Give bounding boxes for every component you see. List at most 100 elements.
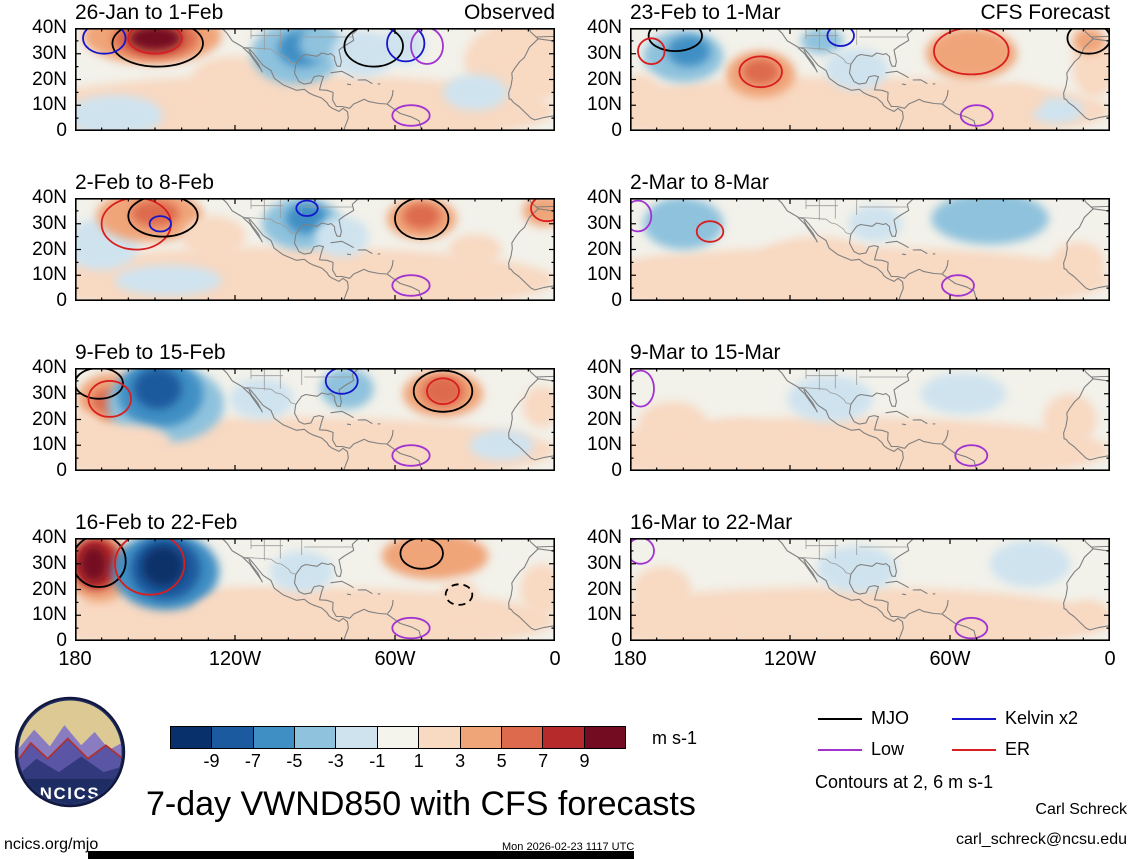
coastline (221, 368, 555, 471)
wave-contours (82, 28, 444, 127)
coastline (776, 368, 1110, 471)
y-tick-label: 30N (32, 42, 67, 64)
colorbar-tick-label: -3 (327, 751, 344, 771)
y-tick-label: 30N (32, 552, 67, 574)
legend-line (818, 748, 862, 751)
coastline (776, 28, 1110, 131)
y-tick-label: 0 (56, 460, 67, 481)
coastline (776, 198, 1110, 301)
colorbar-cell (335, 727, 377, 748)
y-tick-label: 30N (587, 382, 622, 404)
x-tick-label: 180 (613, 648, 647, 670)
panel-title: 2-Feb to 8-Feb (75, 171, 214, 194)
wave-contours (630, 369, 989, 467)
x-tick-label: 0 (549, 648, 561, 670)
colorbar-cell (376, 727, 419, 748)
map-panel (75, 538, 555, 641)
colorbar-tick-label: -7 (244, 751, 261, 771)
colorbar-cell (459, 727, 501, 748)
bottom-bar (88, 851, 634, 859)
site-url: ncics.org/mjo (4, 836, 99, 853)
anomaly-fills (630, 373, 1110, 471)
y-tick-label: 30N (587, 42, 622, 64)
y-tick-label: 40N (587, 527, 622, 548)
wave-contours (630, 538, 989, 640)
colorbar (170, 726, 626, 749)
panel-title: 2-Mar to 8-Mar (630, 171, 769, 194)
y-tick-label: 20N (32, 578, 67, 600)
panel-frame (75, 28, 555, 131)
colorbar-cell (500, 727, 543, 748)
y-tick-label: 10N (32, 434, 67, 456)
y-tick-label: 40N (32, 357, 67, 378)
y-tick-label: 0 (56, 290, 67, 311)
legend-item: ER (952, 739, 1030, 760)
colorbar-cell (252, 727, 295, 748)
legend-label: Low (871, 739, 905, 759)
panel-frame (630, 28, 1110, 131)
legend-item: Kelvin x2 (952, 708, 1078, 729)
x-tick-label: 180 (58, 648, 92, 670)
wave-contours (630, 199, 975, 297)
y-tick-label: 40N (587, 187, 622, 208)
panel-title: 9-Feb to 15-Feb (75, 341, 226, 364)
panel-title: 16-Feb to 22-Feb (75, 511, 238, 534)
contour-note: Contours at 2, 6 m s-1 (815, 772, 994, 792)
timestamp: Mon 2026-02-23 1117 UTC (502, 841, 635, 853)
y-tick-label: 30N (32, 212, 67, 234)
y-tick-label: 0 (56, 630, 67, 651)
panel-frame (75, 538, 555, 641)
panel-frame (630, 538, 1110, 641)
colorbar-cell (583, 727, 625, 748)
y-tick-label: 30N (587, 552, 622, 574)
author-name: Carl Schreck (1035, 801, 1127, 818)
y-tick-label: 0 (611, 120, 622, 141)
colorbar-tick-label: -5 (286, 751, 303, 771)
anomaly-fills (75, 28, 555, 131)
legend-item: MJO (818, 708, 909, 729)
y-tick-label: 10N (587, 434, 622, 456)
y-tick-label: 30N (587, 212, 622, 234)
y-tick-label: 40N (587, 17, 622, 38)
coastline (221, 198, 555, 301)
colorbar-tick-label: 9 (579, 751, 590, 771)
legend-line (952, 717, 996, 720)
legend-label: MJO (871, 708, 909, 728)
panel-title: 16-Mar to 22-Mar (630, 511, 793, 534)
ncics-logo: NCICS (14, 696, 126, 808)
colorbar-cell (211, 727, 253, 748)
y-tick-label: 0 (611, 630, 622, 651)
map-panel (630, 28, 1110, 131)
x-tick-label: 60W (374, 648, 416, 670)
y-tick-label: 20N (587, 408, 622, 430)
map-panel (75, 368, 555, 471)
panel-frame (630, 368, 1110, 471)
panel-frame (75, 198, 555, 301)
map-panel (630, 538, 1110, 641)
legend-item: Low (818, 739, 904, 760)
colorbar-units-label: m s-1 (652, 728, 697, 748)
y-tick-label: 30N (32, 382, 67, 404)
y-tick-label: 40N (32, 17, 67, 38)
y-tick-label: 20N (587, 238, 622, 260)
colorbar-cell (418, 727, 460, 748)
y-tick-label: 10N (587, 604, 622, 626)
panel-frame (75, 368, 555, 471)
colorbar-cell (171, 727, 212, 748)
legend-line (952, 748, 996, 751)
y-tick-label: 20N (587, 578, 622, 600)
anomaly-fills (75, 198, 555, 301)
x-tick-label: 120W (208, 648, 262, 670)
y-tick-label: 40N (587, 357, 622, 378)
anomaly-fills (75, 538, 555, 641)
panel-title: 9-Mar to 15-Mar (630, 341, 781, 364)
wave-contours (100, 198, 555, 297)
y-tick-label: 40N (32, 187, 67, 208)
colorbar-cell (542, 727, 584, 748)
logo-text: NCICS (40, 784, 101, 803)
x-tick-label: 120W (763, 648, 817, 670)
wave-contours (75, 368, 474, 467)
map-panel (630, 368, 1110, 471)
coastline (221, 538, 555, 641)
y-tick-label: 10N (32, 94, 67, 116)
